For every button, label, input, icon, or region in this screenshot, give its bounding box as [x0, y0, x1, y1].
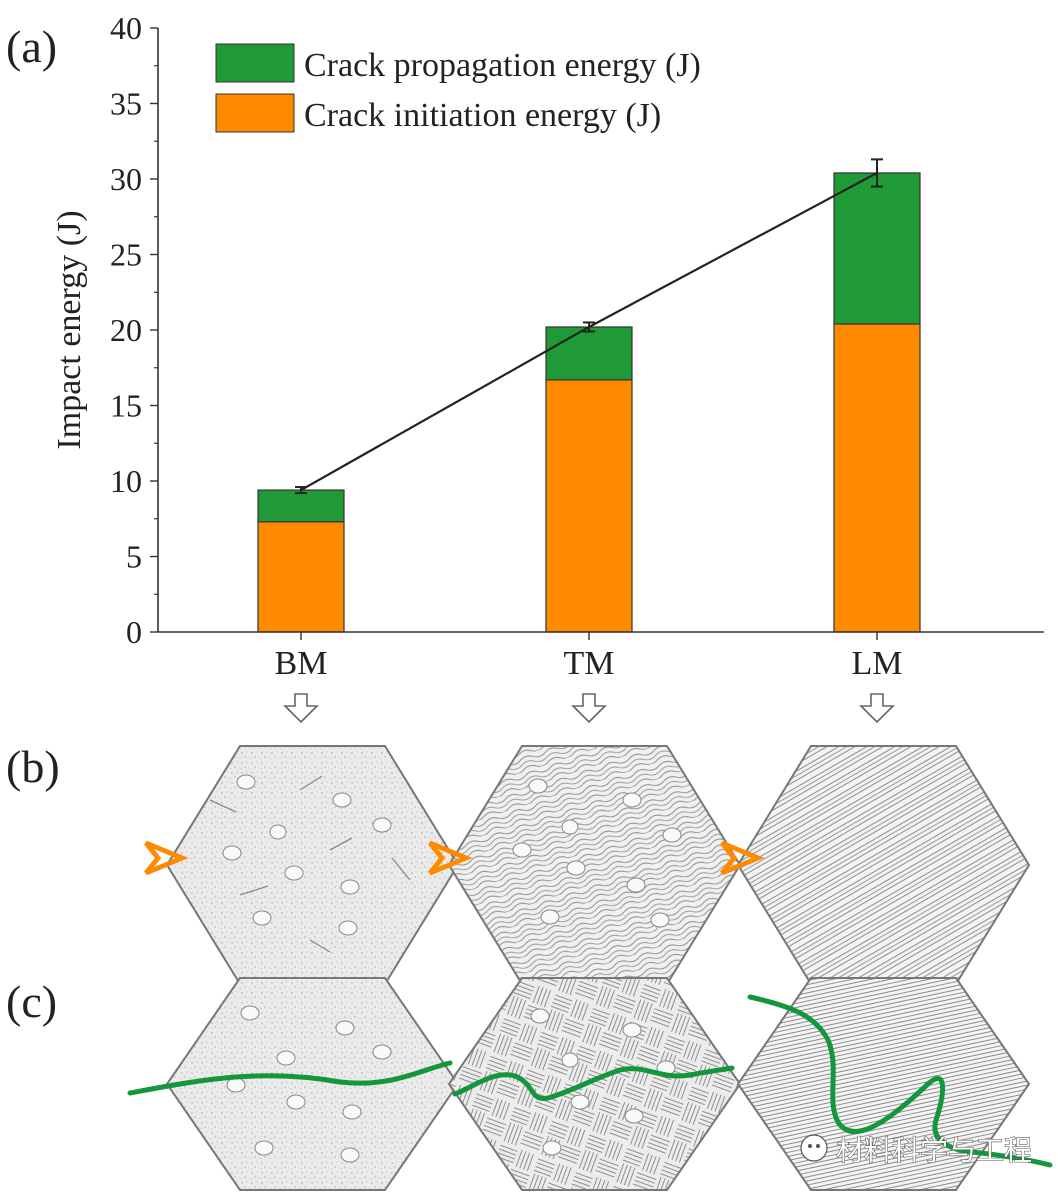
down-arrow-icon [859, 693, 895, 724]
panel-label-b: (b) [6, 741, 60, 792]
down-arrow-icon [283, 693, 319, 724]
y-tick-label: 10 [110, 463, 142, 499]
hexagon-tm-c [447, 977, 742, 1191]
y-ticks: 0 5 10 15 20 25 30 35 40 [110, 10, 158, 650]
bar-bm-initiation [257, 521, 345, 633]
y-tick-label: 5 [126, 539, 142, 575]
y-tick-label: 25 [110, 237, 142, 273]
bar-bm-propagation [257, 489, 345, 523]
wechat-icon [800, 1134, 828, 1162]
bar-tm-propagation [545, 326, 633, 381]
x-tick-label-bm: BM [275, 645, 328, 682]
crack-path-lm [747, 994, 1053, 1168]
y-tick-label: 20 [110, 312, 142, 348]
particles-bm-c [226, 1005, 392, 1163]
microstructure-row-b [144, 745, 1031, 985]
bar-lm-initiation [833, 323, 921, 633]
particles-tm-b [512, 778, 682, 928]
y-tick-label: 15 [110, 388, 142, 424]
y-axis-label: Impact energy (J) [51, 210, 88, 449]
watermark-text: 材料科学与工程 [836, 1134, 1032, 1167]
panel-label-c: (c) [6, 976, 57, 1027]
needles-bm-b [209, 775, 411, 953]
legend-label-initiation: Crack initiation energy (J) [304, 97, 661, 134]
panel-label-a: (a) [6, 21, 57, 72]
particles-bm-b [222, 774, 392, 936]
legend-label-propagation: Crack propagation energy (J) [304, 47, 701, 84]
trend-line-group [295, 158, 883, 495]
x-tick-label-tm: TM [564, 645, 615, 682]
y-tick-label: 40 [110, 10, 142, 46]
y-tick-label: 0 [126, 614, 142, 650]
legend-swatch-initiation [215, 93, 295, 133]
particles-tm-c [530, 1008, 676, 1156]
down-arrows [283, 693, 895, 724]
y-tick-label: 35 [110, 86, 142, 122]
legend-swatch-propagation [215, 43, 295, 83]
crack-paths [127, 994, 1053, 1168]
crack-path-bm [127, 1060, 453, 1096]
x-ticks: BM TM LM [275, 632, 903, 682]
hexagon-lm-b [736, 745, 1031, 985]
y-tick-label: 30 [110, 161, 142, 197]
x-tick-label-lm: LM [852, 645, 903, 682]
legend: Crack propagation energy (J) Crack initi… [215, 43, 701, 134]
bar-tm-initiation [545, 379, 633, 633]
bar-lm-propagation [833, 172, 921, 325]
watermark: 材料科学与工程 [800, 1133, 1033, 1168]
chevrons-b [144, 840, 765, 876]
crack-path-tm [452, 1065, 735, 1102]
hexagon-bm-c [165, 977, 460, 1191]
bar-group [257, 172, 921, 633]
down-arrow-icon [571, 693, 607, 724]
hexagon-tm-b [447, 745, 742, 985]
